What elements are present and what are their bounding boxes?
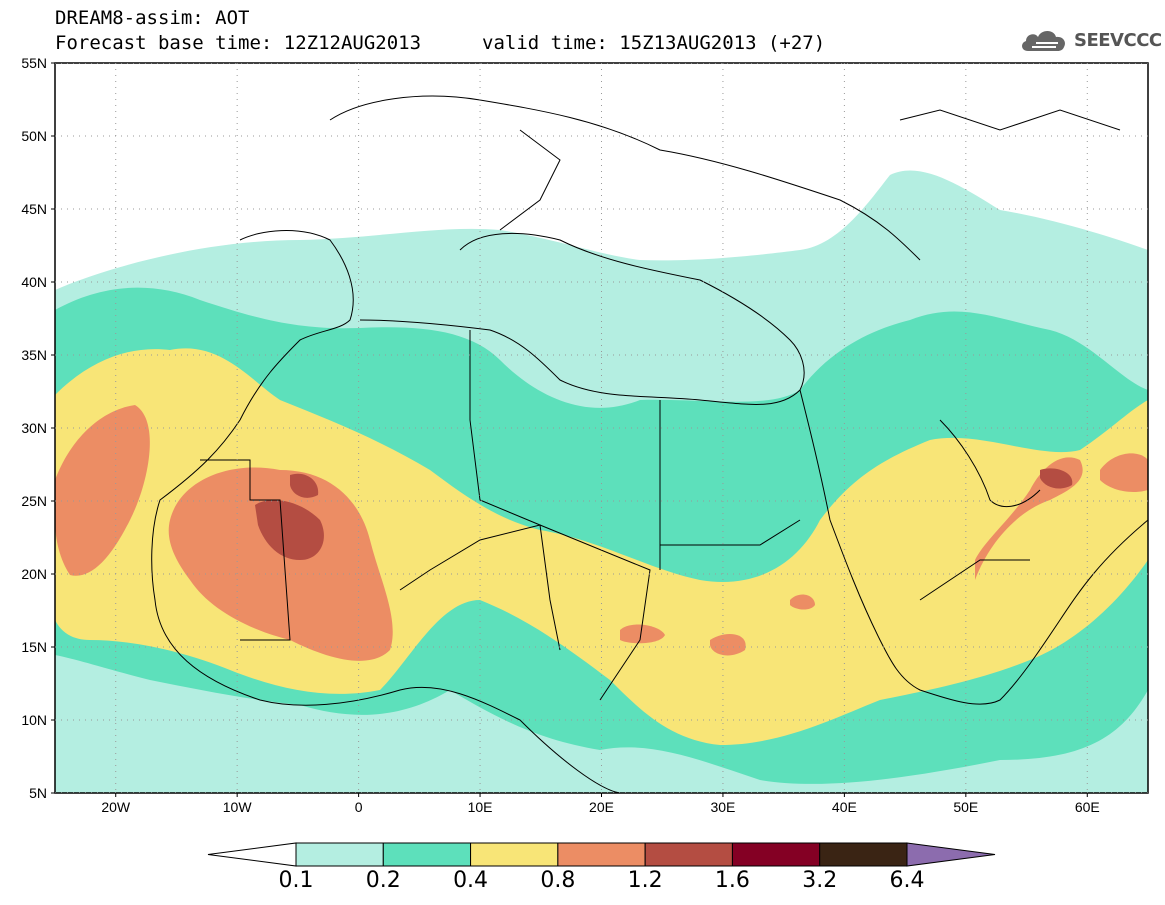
border <box>899 109 1121 131</box>
lon-tick-label: 50E <box>953 799 978 815</box>
colorbar-segment <box>644 842 733 867</box>
lat-tick-label: 20N <box>21 566 47 582</box>
colorbar-segment <box>470 842 559 867</box>
colorbar-segment <box>382 842 472 867</box>
colorbar-label: 6.4 <box>889 868 925 893</box>
border <box>329 95 921 261</box>
aot-band-1.2 <box>1040 468 1073 489</box>
colorbar-segment <box>819 842 908 867</box>
colorbar-label: 1.2 <box>627 868 663 893</box>
colorbar-label: 0.8 <box>540 868 576 893</box>
aot-contours <box>55 63 1148 793</box>
grid-lines <box>55 63 1148 793</box>
country-borders <box>151 95 1148 793</box>
aot-band-0.8 <box>620 624 665 644</box>
colorbar <box>207 842 996 867</box>
colorbar-under-triangle <box>207 842 297 867</box>
aot-band-0.8 <box>55 405 150 576</box>
map-title: DREAM8-assim: AOT <box>55 7 250 29</box>
tick-marks <box>51 62 1088 797</box>
seevccc-logo: SEEVCCC <box>1018 25 1162 55</box>
logo-text: SEEVCCC <box>1074 29 1162 51</box>
valid-time: valid time: 15Z13AUG2013 (+27) <box>482 32 826 54</box>
lat-tick-label: 45N <box>21 201 47 217</box>
forecast-base-time: Forecast base time: 12Z12AUG2013 <box>55 32 422 54</box>
lon-tick-label: 20E <box>589 799 614 815</box>
coastline <box>359 233 805 405</box>
lat-tick-label: 5N <box>29 785 47 801</box>
lon-tick-label: 0 <box>355 799 363 815</box>
colorbar-label: 1.6 <box>714 868 750 893</box>
lat-tick-label: 30N <box>21 420 47 436</box>
border <box>539 524 651 701</box>
colorbar-segment <box>731 842 821 867</box>
colorbar-over-triangle <box>906 842 996 867</box>
aot-band-0.8 <box>710 634 746 656</box>
lon-tick-label: 40E <box>832 799 857 815</box>
aot-band-0.8 <box>1100 453 1148 492</box>
aot-band-0.8 <box>790 594 815 610</box>
border <box>499 129 561 231</box>
lat-tick-label: 50N <box>21 128 47 144</box>
border <box>919 559 1030 601</box>
lat-tick-label: 15N <box>21 639 47 655</box>
border <box>399 524 561 651</box>
lat-tick-label: 40N <box>21 274 47 290</box>
aot-band-1.2 <box>290 473 319 498</box>
cloud-logo-icon <box>1022 31 1066 51</box>
colorbar-labels: 0.1 0.2 0.4 0.8 1.2 1.6 3.2 6.4 <box>0 868 1165 898</box>
lon-tick-label: 10E <box>468 799 493 815</box>
lat-tick-label: 10N <box>21 712 47 728</box>
coastline <box>799 389 1148 705</box>
aot-band-1.2 <box>255 500 324 560</box>
colorbar-segment <box>557 842 646 867</box>
lon-tick-label: 60E <box>1075 799 1100 815</box>
coastline <box>939 419 1041 508</box>
latitude-labels: 55N 50N 45N 40N 35N 30N 25N 20N 15N 10N 5N <box>21 55 47 801</box>
lon-tick-label: 20W <box>101 799 131 815</box>
lat-tick-label: 25N <box>21 493 47 509</box>
lon-tick-label: 10W <box>223 799 253 815</box>
lat-tick-label: 35N <box>21 347 47 363</box>
aot-band-0.8 <box>168 467 393 661</box>
lat-tick-label: 55N <box>21 55 47 71</box>
longitude-labels: 20W 10W 0 10E 20E 30E 40E 50E 60E <box>101 799 1099 815</box>
colorbar-label: 0.1 <box>278 868 314 893</box>
colorbar-label: 0.4 <box>453 868 489 893</box>
colorbar-label: 3.2 <box>802 868 838 893</box>
colorbar-label: 0.2 <box>365 868 401 893</box>
coastline <box>151 230 621 793</box>
colorbar-segment <box>295 842 384 867</box>
border <box>660 519 801 546</box>
border <box>200 459 291 641</box>
border <box>469 330 541 526</box>
lon-tick-label: 30E <box>710 799 735 815</box>
